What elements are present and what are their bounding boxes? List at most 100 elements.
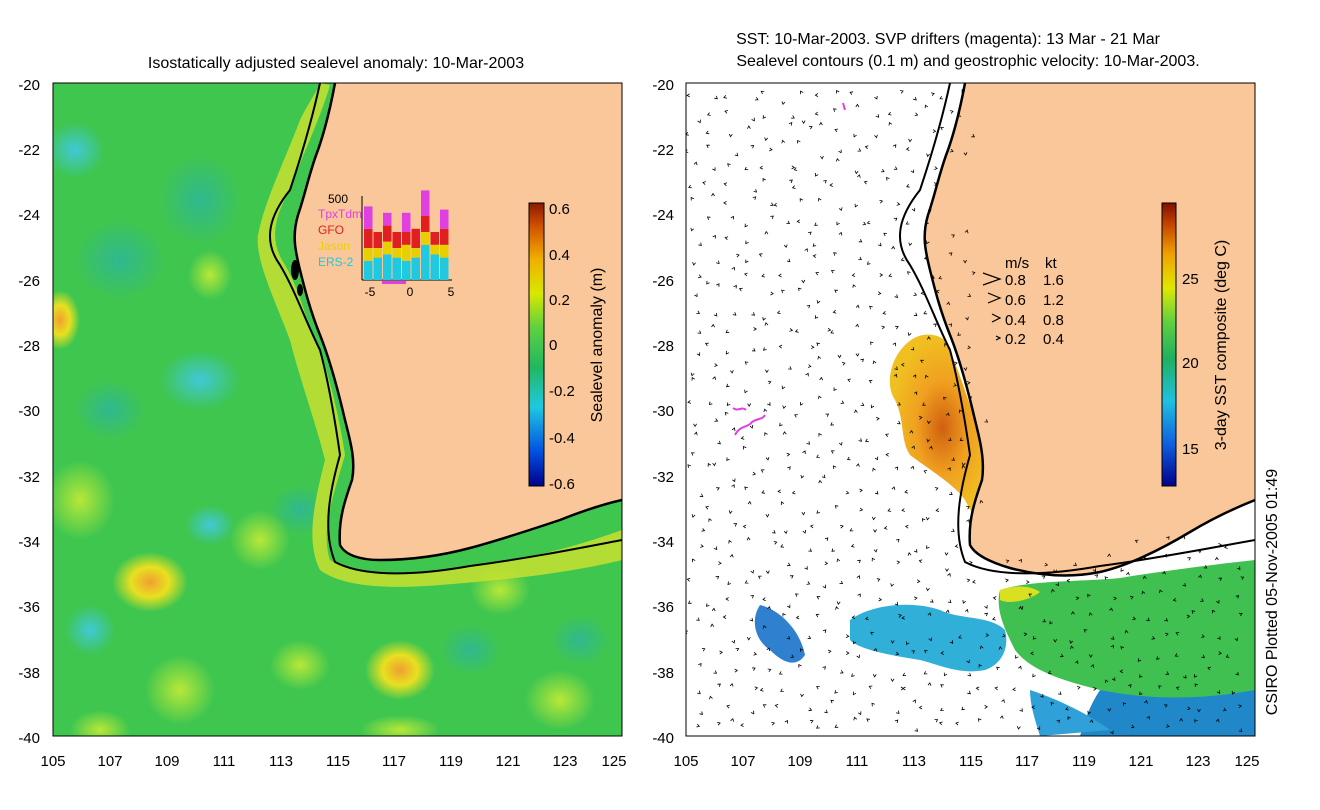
velocity-arrow	[824, 537, 829, 541]
velocity-arrow	[896, 420, 901, 425]
velocity-arrow	[764, 432, 768, 436]
velocity-arrow	[767, 402, 771, 406]
velocity-arrow	[892, 144, 897, 148]
velocity-arrow	[1050, 701, 1055, 706]
velocity-arrow	[1186, 706, 1191, 711]
velocity-arrow	[926, 153, 930, 158]
velocity-arrow	[797, 287, 802, 292]
velocity-arrow	[1070, 645, 1074, 650]
velocity-arrow	[840, 400, 845, 404]
velocity-arrow	[786, 452, 791, 457]
velocity-arrow	[787, 466, 791, 470]
velocity-arrow	[750, 569, 754, 574]
velocity-arrow	[712, 167, 716, 172]
velocity-arrow	[832, 108, 837, 112]
velocity-arrow	[705, 130, 710, 135]
velocity-arrow	[780, 688, 784, 692]
velocity-arrow	[910, 347, 915, 351]
velocity-arrow	[744, 166, 749, 171]
velocity-arrow	[911, 650, 916, 654]
velocity-arrow	[944, 343, 948, 347]
velocity-arrow	[834, 690, 838, 694]
velocity-arrow	[1104, 576, 1109, 580]
velocity-arrow	[893, 373, 898, 378]
velocity-arrow	[690, 452, 695, 456]
velocity-arrow	[863, 180, 868, 185]
sla-tick: 0.6	[549, 201, 570, 218]
velocity-arrow	[693, 161, 698, 166]
velocity-arrow	[961, 89, 966, 93]
velocity-arrow	[945, 412, 950, 417]
velocity-arrow	[866, 261, 871, 265]
sla-tick: -0.2	[549, 383, 575, 400]
velocity-arrow	[838, 231, 843, 236]
right-lon-tick: 107	[730, 753, 755, 770]
velocity-arrow	[1092, 568, 1096, 573]
velocity-arrow	[797, 139, 801, 144]
velocity-arrow	[791, 185, 796, 189]
velocity-arrow	[830, 330, 835, 334]
velocity-arrow	[835, 157, 840, 162]
velocity-arrow	[893, 166, 898, 170]
velocity-arrow	[818, 395, 822, 400]
velocity-arrow	[816, 725, 820, 729]
velocity-arrow	[782, 405, 787, 410]
velocity-arrow	[791, 115, 795, 119]
sla-colorbar-gradient	[528, 202, 545, 487]
inset-bar-segment	[411, 257, 420, 280]
velocity-arrow	[749, 617, 754, 622]
velocity-arrow	[897, 402, 901, 406]
velocity-arrow	[851, 673, 855, 677]
velocity-arrow	[725, 597, 729, 601]
velocity-arrow	[1144, 699, 1148, 704]
velocity-arrow	[763, 347, 767, 351]
velocity-arrow	[734, 152, 739, 157]
velocity-arrow	[905, 147, 910, 151]
velocity-arrow	[745, 259, 749, 264]
inset-bar-segment	[373, 232, 382, 248]
velocity-arrow	[922, 402, 926, 406]
left-lat-tick: -30	[18, 403, 40, 420]
velocity-arrow	[984, 419, 989, 423]
velocity-arrow	[697, 690, 701, 695]
velocity-arrow	[1005, 578, 1009, 583]
inset-bar-segment	[430, 232, 439, 245]
key-arrow	[982, 272, 1002, 286]
velocity-arrow	[719, 650, 723, 655]
velocity-arrow	[912, 699, 916, 704]
velocity-arrow	[951, 457, 956, 461]
legend-gfo: GFO	[318, 223, 344, 237]
velocity-arrow	[925, 220, 929, 225]
velocity-arrow	[1047, 670, 1052, 675]
velocity-arrow	[898, 613, 902, 618]
velocity-arrow	[745, 240, 749, 245]
velocity-arrow	[698, 274, 702, 279]
shelf-contour-right	[898, 83, 1255, 575]
velocity-arrow	[1090, 664, 1095, 668]
velocity-arrow	[725, 329, 730, 334]
velocity-arrow	[757, 575, 762, 579]
sst-colorbar-gradient	[1161, 202, 1177, 487]
velocity-arrow	[1224, 545, 1228, 549]
velocity-arrow	[804, 566, 808, 570]
velocity-arrow	[933, 323, 937, 327]
right-lon-tick: 123	[1185, 753, 1210, 770]
inset-bar-segment	[440, 244, 449, 258]
sla-tick: 0	[549, 337, 557, 354]
velocity-arrow	[760, 469, 765, 473]
velocity-arrow	[1158, 685, 1162, 689]
velocity-arrow	[852, 691, 857, 696]
key-arrow	[987, 292, 1002, 304]
velocity-arrow	[929, 445, 933, 450]
velocity-arrow	[964, 229, 969, 234]
velocity-arrow	[825, 413, 830, 417]
velocity-arrow	[761, 273, 766, 278]
velocity-arrow	[926, 587, 930, 592]
velocity-key: m/s kt 0.8 1.6 0.6 1.2 0.4 0.8 0.2 0.4	[982, 255, 1064, 348]
right-lon-tick: 113	[902, 753, 926, 770]
velocity-arrow	[847, 378, 851, 383]
velocity-arrow	[784, 719, 788, 724]
legend-jason: Jason	[318, 239, 350, 253]
velocity-arrow	[967, 690, 971, 695]
velocity-arrow	[888, 273, 893, 278]
